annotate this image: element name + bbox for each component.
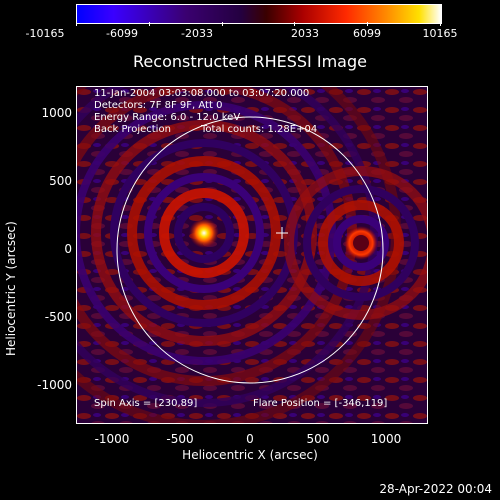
x-tick-label: 0 xyxy=(246,432,254,446)
annotation-total-counts: Total counts: 1.28E+04 xyxy=(201,124,318,135)
y-tick-label: -500 xyxy=(44,310,72,324)
annotation-energy-range: Energy Range: 6.0 - 12.0 keV xyxy=(94,112,241,123)
y-tick-label: 0 xyxy=(64,242,72,256)
colorbar xyxy=(76,4,442,24)
y-tick-label: 1000 xyxy=(41,106,72,120)
image-plot xyxy=(76,86,428,424)
colorbar-label-0: -10165 xyxy=(25,27,65,40)
x-tick-label: -500 xyxy=(166,432,194,446)
colorbar-tick xyxy=(294,22,295,26)
y-tick-label: 500 xyxy=(49,174,72,188)
annotation-time-range: 11-Jan-2004 03:03:08.000 to 03:07:20.000 xyxy=(94,88,310,99)
flare-source-secondary-core xyxy=(353,235,369,251)
spin-axis-marker xyxy=(276,227,288,239)
x-tick-label: 1000 xyxy=(370,432,402,446)
plot-title: Reconstructed RHESSI Image xyxy=(133,52,367,71)
colorbar-tick xyxy=(222,22,223,26)
annotation-spin-axis: Spin Axis = [230,89] xyxy=(94,398,198,409)
colorbar-label-2: -2033 xyxy=(181,27,213,40)
colorbar-label-3: 2033 xyxy=(291,27,319,40)
x-tick-label: 500 xyxy=(306,432,330,446)
y-axis-label: Heliocentric Y (arcsec) xyxy=(4,221,18,356)
colorbar-label-5: 10165 xyxy=(422,27,458,40)
colorbar-label-4: 6099 xyxy=(353,27,381,40)
colorbar-tick xyxy=(440,22,441,26)
solar-limb-circle xyxy=(116,116,384,384)
colorbar-label-1: -6099 xyxy=(106,27,138,40)
y-tick-label: -1000 xyxy=(37,378,72,392)
colorbar-tick xyxy=(367,22,368,26)
ripple-rings-right xyxy=(284,166,427,320)
reconstructed-image xyxy=(77,87,427,423)
flare-source-primary xyxy=(189,218,219,248)
annotation-method: Back Projection xyxy=(94,124,171,135)
x-axis-label: Heliocentric X (arcsec) xyxy=(182,448,318,462)
x-tick-label: -1000 xyxy=(94,432,130,446)
annotation-detectors: Detectors: 7F 8F 9F, Att 0 xyxy=(94,100,223,111)
footer-date: 28-Apr-2022 00:04 xyxy=(379,482,492,496)
annotation-flare-position: Flare Position = [-346,119] xyxy=(253,398,388,409)
colorbar-tick xyxy=(76,22,77,26)
colorbar-tick xyxy=(149,22,150,26)
